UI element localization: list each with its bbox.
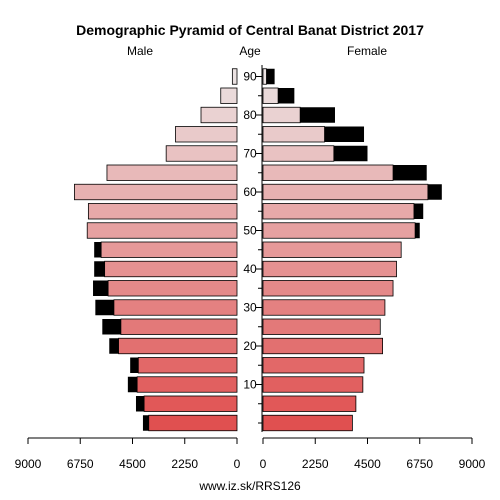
male-bar-85-89 (220, 87, 238, 104)
male-x-tick-label: 2250 (171, 457, 198, 471)
female-bar-20-24 (262, 337, 383, 355)
male-excess-35-39 (93, 280, 109, 296)
male-excess-5-9 (135, 396, 145, 412)
male-bar-25-29 (120, 318, 238, 335)
male-bar-10-14 (136, 376, 238, 393)
male-bar-15-19 (137, 357, 238, 374)
male-bar-0-4 (148, 414, 238, 432)
female-bar-30-34 (262, 299, 386, 316)
female-x-tick-label: 6750 (406, 457, 433, 471)
male-bar-75-79 (175, 126, 238, 143)
age-tick-label: 90 (243, 70, 257, 84)
female-bar-45-49 (262, 241, 402, 258)
female-bar-75-79 (262, 126, 325, 143)
age-tick-label: 60 (243, 185, 257, 199)
female-x-axis: 0 2250 4500 6750 9000 (260, 437, 486, 471)
female-bar-55-59 (262, 203, 415, 220)
female-bar-90+ (262, 68, 267, 85)
age-axis: 10 20 30 40 50 60 70 80 90 (243, 65, 263, 432)
male-x-axis: 9000 6750 4500 2250 0 (15, 437, 241, 471)
male-excess-25-29 (102, 319, 121, 335)
female-excess-85-89 (278, 88, 295, 104)
male-bar-70-74 (165, 145, 238, 162)
male-excess-45-49 (94, 242, 102, 258)
male-bar-45-49 (100, 241, 238, 258)
footer-url: www.iz.sk/RRS126 (198, 479, 301, 493)
male-bar-35-39 (107, 280, 238, 297)
female-x-tick-label: 2250 (302, 457, 329, 471)
male-x-tick-label: 6750 (67, 457, 94, 471)
female-x-tick-label: 4500 (354, 457, 381, 471)
female-excess-50-54 (415, 222, 420, 239)
age-tick-label: 40 (243, 262, 257, 276)
chart-title: Demographic Pyramid of Central Banat Dis… (76, 22, 424, 38)
female-bar-70-74 (262, 145, 335, 162)
female-bar-10-14 (262, 376, 364, 393)
female-excess-80-84 (300, 107, 335, 123)
female-bar-80-84 (262, 106, 301, 124)
female-bar-25-29 (262, 318, 381, 335)
male-excess-20-24 (109, 338, 119, 354)
male-label: Male (127, 44, 153, 58)
female-x-tick-label: 9000 (459, 457, 486, 471)
female-bar-40-44 (262, 260, 397, 278)
female-label: Female (347, 44, 387, 58)
age-tick-label: 10 (243, 378, 257, 392)
age-tick-label: 80 (243, 108, 257, 122)
female-bar-50-54 (262, 222, 416, 239)
age-label: Age (239, 44, 261, 58)
male-bar-30-34 (113, 299, 238, 316)
male-bar-90+ (231, 68, 238, 85)
male-excess-10-14 (127, 376, 138, 393)
age-tick-label: 30 (243, 301, 257, 315)
male-bars (74, 68, 238, 432)
female-excess-70-74 (333, 145, 368, 162)
female-excess-55-59 (413, 203, 424, 219)
male-bar-65-69 (106, 164, 238, 181)
female-excess-75-79 (324, 126, 365, 142)
male-excess-30-34 (95, 299, 114, 316)
female-x-tick-label: 0 (260, 457, 267, 471)
age-tick-label: 70 (243, 147, 257, 161)
age-tick-label: 20 (243, 339, 257, 353)
female-bar-0-4 (262, 414, 353, 432)
female-bars (262, 68, 442, 432)
male-bar-80-84 (200, 106, 238, 124)
female-bar-35-39 (262, 280, 394, 297)
female-excess-60-64 (427, 184, 442, 200)
male-bar-55-59 (87, 203, 238, 220)
male-excess-0-4 (142, 415, 149, 431)
female-bar-65-69 (262, 164, 394, 181)
female-bar-15-19 (262, 357, 365, 374)
age-tick-label: 50 (243, 224, 257, 238)
male-bar-20-24 (118, 337, 238, 355)
female-excess-65-69 (393, 165, 427, 181)
male-x-tick-label: 4500 (119, 457, 146, 471)
male-excess-15-19 (130, 357, 139, 373)
female-excess-90+ (266, 68, 275, 85)
male-x-tick-label: 0 (234, 457, 241, 471)
male-bar-60-64 (74, 183, 238, 201)
female-bar-85-89 (262, 87, 279, 104)
female-bar-5-9 (262, 395, 357, 412)
male-bar-40-44 (104, 260, 238, 278)
female-bar-60-64 (262, 183, 429, 201)
male-excess-40-44 (94, 261, 105, 277)
male-bar-5-9 (143, 395, 238, 412)
male-bar-50-54 (86, 222, 238, 239)
male-x-tick-label: 9000 (15, 457, 42, 471)
